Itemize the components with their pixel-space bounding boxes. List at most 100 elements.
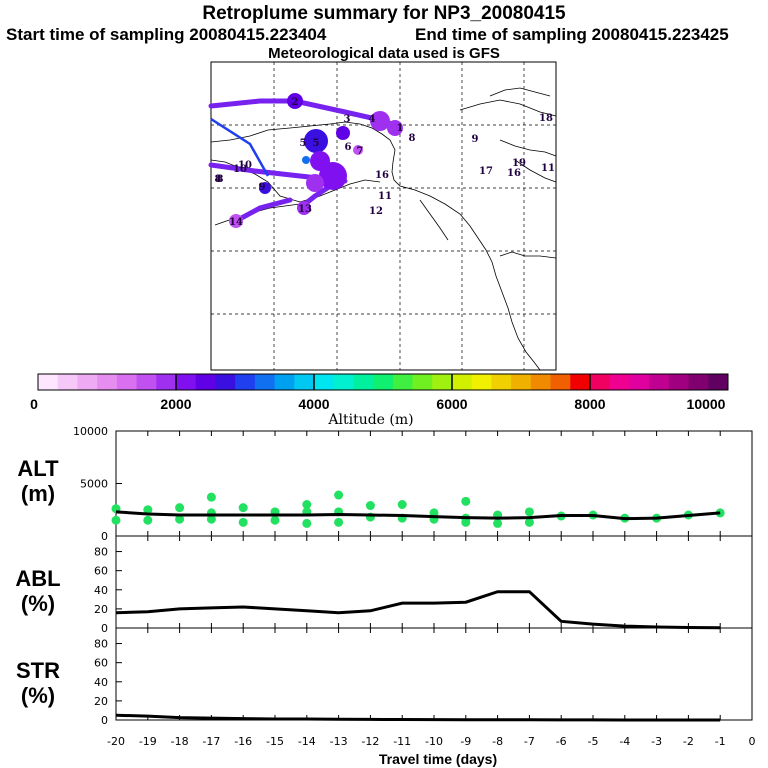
colorbar-frame [37, 373, 729, 391]
altitude-scatter-point [238, 503, 248, 513]
x-tick-label: 0 [749, 735, 756, 748]
plume-day-label: 9 [472, 134, 479, 145]
plume-day-label: 18 [539, 113, 553, 124]
altitude-scatter-point [302, 500, 312, 509]
x-tick-label: -2 [683, 735, 694, 748]
altitude-colorbar: 0 2000 4000 6000 8000 10000 [30, 373, 729, 412]
plume-day-label: 11 [378, 191, 392, 202]
x-tick-label: -16 [234, 735, 252, 748]
altitude-scatter-point [524, 517, 534, 527]
y-tick-label: 20 [94, 695, 108, 708]
colorbar-swatch [471, 374, 492, 390]
plume-centroid-dot [319, 162, 347, 190]
plume-day-label: 2 [292, 97, 299, 108]
altitude-scatter-point [175, 514, 185, 524]
x-tick-label: -5 [588, 735, 599, 748]
panel-abl: 80 60 40 20 0 ABL(%) [15, 535, 753, 635]
altitude-scatter-point [175, 503, 185, 513]
altitude-scatter-point [365, 501, 375, 511]
colorbar-swatch [195, 374, 216, 390]
plume-day-label: 14 [229, 217, 243, 228]
colorbar-tick-label: 10000 [687, 396, 726, 412]
end-time-label: End time of sampling 20080415.223425 [415, 25, 729, 44]
plume-centroid-dot [259, 182, 271, 194]
plume-day-label: 1 [397, 123, 404, 134]
panel-alt: 10000 5000 0 ALT(m) [17, 425, 753, 543]
plume-day-label: 10 [238, 160, 252, 171]
colorbar-swatch [550, 374, 571, 390]
plume-day-label: 12 [369, 206, 383, 217]
colorbar-swatch [629, 374, 650, 390]
colorbar-swatch [491, 374, 512, 390]
x-tick-label: -4 [619, 735, 630, 748]
plume-paths-blue [210, 117, 270, 177]
y-tick-label: 80 [94, 638, 108, 651]
colorbar-swatch [274, 374, 295, 390]
y-tick-label: 5000 [80, 478, 108, 491]
y-tick-label: 60 [94, 565, 108, 578]
plume-centroid-dot [297, 201, 311, 215]
colorbar-tick-label: 6000 [436, 396, 467, 412]
y-tick-label: 0 [101, 714, 108, 727]
altitude-scatter-point [238, 517, 248, 527]
y-tick-label: 60 [94, 657, 108, 670]
colorbar-swatch [57, 374, 78, 390]
series-line [115, 713, 721, 722]
plume-day-label: 5 [313, 138, 320, 149]
x-tick-label: -11 [393, 735, 411, 748]
plume-centroid-dot [229, 214, 243, 228]
plume-day-label: 10 [233, 164, 247, 175]
altitude-scatter-point [715, 508, 725, 518]
coastline [210, 87, 557, 371]
x-tick-label: -1 [715, 735, 726, 748]
panel-frame [115, 627, 753, 721]
altitude-scatter-point [111, 515, 121, 525]
x-tick-label: -12 [361, 735, 379, 748]
plume-centroid-dot [370, 111, 390, 131]
altitude-scatter-point [461, 496, 471, 506]
colorbar-swatch [116, 374, 138, 390]
colorbar-swatch [590, 374, 611, 390]
colorbar-swatch [688, 374, 709, 390]
colorbar-swatch [97, 374, 118, 390]
altitude-scatter-point [493, 518, 503, 528]
time-series-panels: 1000050000ALT(m)806040200ABL(%)806040200… [15, 425, 755, 767]
altitude-scatter-point [334, 517, 344, 527]
plume-day-label: 11 [541, 163, 555, 174]
plume-day-label: 16 [375, 170, 389, 181]
plume-day-label: 16 [507, 168, 521, 179]
x-tick-label: -6 [556, 735, 567, 748]
colorbar-swatch [668, 374, 690, 390]
y-tick-label: 40 [94, 584, 108, 597]
plume-day-label: 7 [357, 146, 364, 157]
altitude-scatter-point [206, 514, 216, 524]
series-line [115, 590, 721, 630]
plume-day-label: 17 [479, 166, 493, 177]
colorbar-tick-label: 8000 [574, 396, 605, 412]
colorbar-swatch [77, 374, 98, 390]
plume-day-label: 8 [217, 174, 224, 185]
panel-ylabel: ALT [17, 456, 59, 481]
plume-centroid-dot [306, 174, 324, 192]
colorbar-swatch [511, 374, 532, 390]
colorbar-swatch [38, 374, 59, 390]
panel-ylabel: STR [16, 658, 60, 683]
x-tick-label: -9 [460, 735, 471, 748]
x-tick-label: -14 [298, 735, 316, 748]
colorbar-swatch [530, 374, 552, 390]
colorbar-label: Altitude (m) [327, 412, 413, 428]
altitude-scatter-point [334, 490, 344, 500]
panel-yunit: (%) [21, 591, 55, 616]
colorbar-swatch [176, 374, 197, 390]
plume-centroid-dot [336, 126, 350, 140]
altitude-scatter-point [302, 518, 312, 528]
altitude-scatter-point [270, 515, 280, 525]
plume-day-label: 19 [512, 158, 526, 169]
x-tick-label: -3 [651, 735, 662, 748]
plume-day-label: 3 [344, 114, 351, 125]
colorbar-swatch [294, 374, 315, 390]
plume-day-label: 5 [300, 138, 307, 149]
colorbar-swatch [432, 374, 453, 390]
